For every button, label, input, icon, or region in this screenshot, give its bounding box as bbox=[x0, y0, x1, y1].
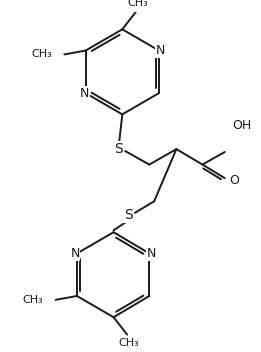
Text: O: O bbox=[229, 174, 239, 187]
Text: CH₃: CH₃ bbox=[119, 338, 139, 348]
Text: CH₃: CH₃ bbox=[127, 0, 148, 8]
Text: N: N bbox=[147, 247, 156, 260]
Text: CH₃: CH₃ bbox=[22, 295, 43, 305]
Text: N: N bbox=[70, 247, 80, 260]
Text: S: S bbox=[114, 142, 123, 156]
Text: OH: OH bbox=[233, 119, 252, 132]
Text: S: S bbox=[124, 208, 133, 222]
Text: N: N bbox=[80, 87, 89, 100]
Text: CH₃: CH₃ bbox=[31, 49, 52, 59]
Text: N: N bbox=[155, 44, 165, 57]
